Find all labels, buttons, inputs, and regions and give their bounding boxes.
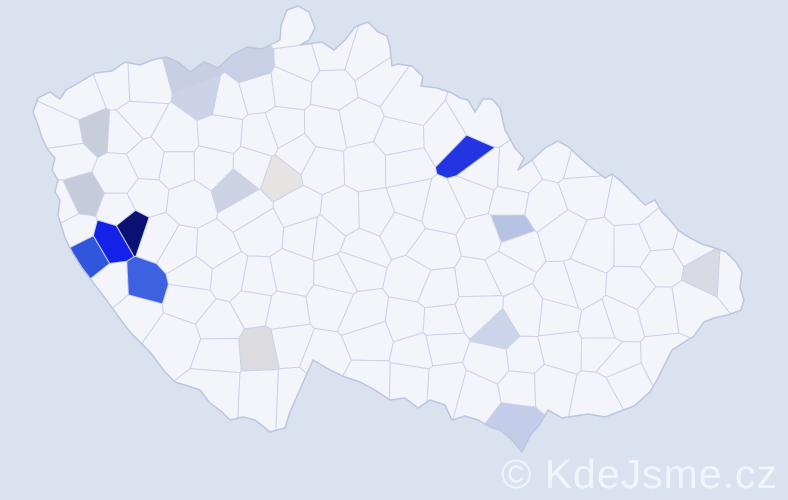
highlighted-region-northeast-bright: [434, 134, 496, 179]
district-cell: [232, 368, 279, 452]
highlighted-region-west-of-prague-periwinkle: [210, 168, 260, 214]
highlighted-region-west-border-gray: [62, 171, 105, 217]
district-cell: [640, 332, 744, 452]
district-cell: [33, 260, 129, 423]
district-cell: [331, 359, 391, 452]
highlighted-region-southwest-west: [33, 235, 111, 368]
district-cell: [562, 6, 744, 180]
highlighted-region-north-gray-east: [215, 6, 276, 84]
highlighted-region-center-east-small-dot: [469, 308, 521, 350]
highlighted-region-north-gray-lower: [170, 75, 221, 121]
district-cell: [46, 312, 202, 452]
district-cell: [33, 294, 164, 452]
highlighted-region-prague-beige: [260, 154, 304, 203]
district-cell: [33, 6, 107, 121]
country-outline: [32, 5, 745, 453]
highlighted-region-karlovy-area-gray: [78, 107, 111, 158]
district-cell: [517, 6, 621, 184]
district-cell: [271, 366, 347, 452]
district-cell: [124, 6, 173, 105]
district-cell: [672, 19, 744, 268]
district-cell: [33, 368, 241, 452]
district-cell: [343, 141, 387, 193]
highlighted-region-northeast-ostrava-gray: [681, 245, 721, 298]
highlighted-region-southwest-southeast: [126, 255, 169, 305]
district-cell: [264, 290, 311, 330]
district-cell: [716, 118, 744, 399]
district-cell: [605, 362, 721, 452]
highlighted-region-east-middle-periwinkle: [490, 214, 536, 243]
district-cell: [445, 6, 583, 148]
district-cell: [386, 362, 430, 452]
highlighted-region-south-bohemia-gray: [238, 325, 280, 372]
